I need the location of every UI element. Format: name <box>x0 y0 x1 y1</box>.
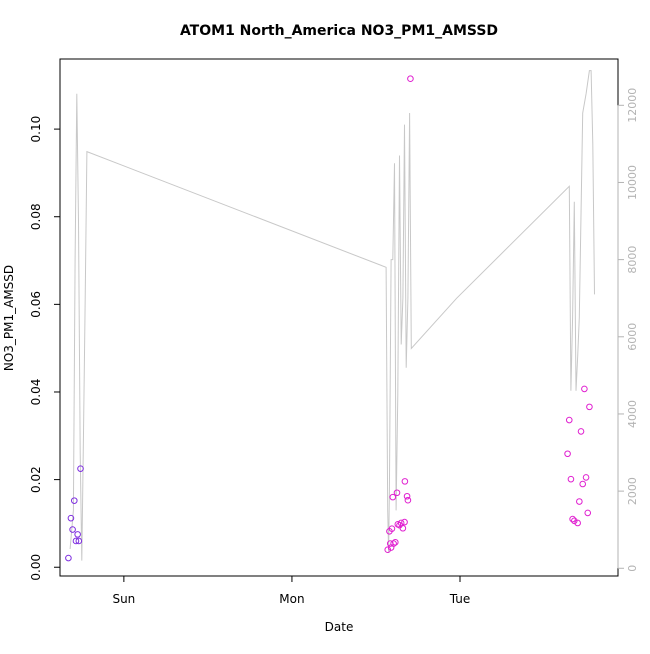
data-point <box>581 385 588 393</box>
data-point <box>70 497 78 504</box>
x-tick-label: Sun <box>112 592 135 606</box>
data-point <box>401 478 409 485</box>
y2-tick-label: 6000 <box>626 323 639 351</box>
y-tick-label: 0.02 <box>29 466 43 493</box>
y-tick-label: 0.06 <box>29 291 43 318</box>
data-point <box>74 531 81 538</box>
data-point <box>69 526 76 533</box>
data-point <box>564 450 571 458</box>
data-point <box>67 514 75 522</box>
data-point <box>579 480 587 488</box>
data-point <box>393 489 401 497</box>
altitude-line-layer <box>69 70 595 561</box>
data-point <box>401 518 408 526</box>
data-point <box>389 493 397 501</box>
x-axis-label: Date <box>325 620 354 634</box>
y2-tick-label: 10000 <box>626 165 639 200</box>
data-point <box>65 554 72 562</box>
data-point <box>384 546 392 554</box>
data-point <box>584 509 592 517</box>
y-tick-label: 0.08 <box>29 203 43 230</box>
y2-tick-label: 4000 <box>626 400 639 428</box>
y-tick-label: 0.04 <box>29 379 43 406</box>
axes-layer: Sun Mon Tue 0.00 0.02 0.04 0.06 0.08 0.10 0 2000 40… <box>29 88 639 606</box>
x-tick-label: Tue <box>449 592 471 606</box>
y2-tick-label: 8000 <box>626 246 639 274</box>
data-point <box>569 515 576 523</box>
y2-tick-label: 0 <box>626 565 639 572</box>
data-point <box>72 537 80 545</box>
data-point <box>577 428 585 435</box>
x-tick-label: Mon <box>279 592 304 606</box>
data-point <box>574 519 581 527</box>
data-point <box>586 403 593 411</box>
data-point <box>75 537 83 545</box>
y-tick-label: 0.00 <box>29 554 43 581</box>
chart-title: ATOM1 North_America NO3_PM1_AMSSD <box>180 23 498 39</box>
data-point <box>403 492 411 500</box>
data-point <box>392 538 399 546</box>
altitude-line <box>69 70 595 561</box>
points-layer <box>65 75 593 562</box>
data-point <box>77 465 84 472</box>
data-point <box>576 498 583 505</box>
data-point <box>571 517 578 525</box>
data-point <box>582 474 590 481</box>
y2-tick-label: 12000 <box>626 88 639 123</box>
data-point <box>388 525 396 532</box>
data-point <box>404 496 412 504</box>
data-point <box>399 524 407 532</box>
y-axis-label: NO3_PM1_AMSSD <box>2 265 16 371</box>
y2-tick-label: 2000 <box>626 477 639 505</box>
y-tick-label: 0.10 <box>29 116 43 143</box>
data-point <box>565 416 573 424</box>
plot-frame <box>59 58 619 577</box>
data-point <box>567 475 575 483</box>
data-point <box>390 540 397 547</box>
data-point <box>407 75 414 83</box>
